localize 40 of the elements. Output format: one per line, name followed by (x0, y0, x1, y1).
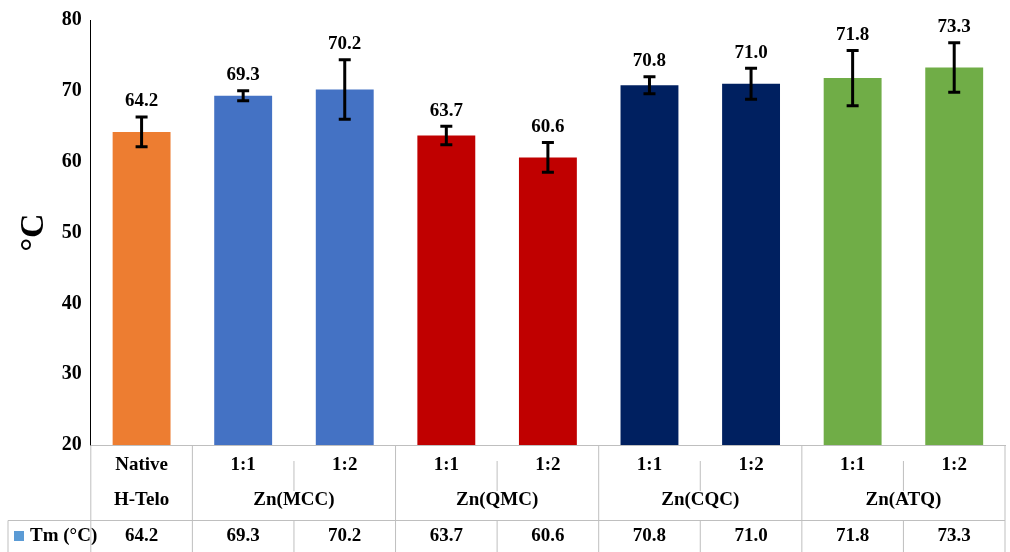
text: Zn(ATQ) (865, 487, 942, 510)
x-tick-label: 1:2 (332, 452, 358, 474)
data-label: 64.2 (124, 523, 159, 545)
x-tick-label: 1:1 (839, 452, 866, 474)
text: 63.7 (429, 98, 463, 120)
y-tick-label: 20 (61, 432, 82, 455)
text: 70.2 (328, 32, 362, 54)
text: 71.8 (836, 22, 870, 44)
text: Zn(MCC) (253, 487, 335, 510)
text: 60.6 (531, 114, 565, 136)
x-tick-label: Native H-Telo (113, 452, 170, 509)
x-tick-label: 1:2 (941, 452, 967, 474)
data-label: 63.7 (429, 523, 464, 545)
y-tick-label: 60 (61, 148, 82, 171)
data-label: 73.3 (937, 523, 971, 545)
data-label: 71.8 (836, 523, 870, 545)
data-label: 69.3 (226, 523, 260, 545)
series-label: Tm (°C) (30, 523, 98, 546)
text: 64.2 (124, 89, 159, 111)
x-tick-label: 1:1 (433, 452, 459, 474)
data-label: 70.8 (632, 523, 667, 545)
data-label: 70.2 (328, 523, 362, 545)
y-tick-label: 30 (61, 361, 82, 384)
y-tick-label: 70 (61, 78, 82, 101)
x-tick-label: 1:1 (636, 452, 663, 474)
x-tick-label: 1:2 (535, 452, 561, 474)
data-label: 60.6 (531, 523, 565, 545)
text: 70.8 (632, 49, 667, 71)
text: 69.3 (226, 63, 260, 85)
x-tick-label: 1:1 (230, 452, 256, 474)
y-axis-title: °C (13, 213, 51, 252)
x-tick-label: 1:2 (738, 452, 764, 474)
text: Zn(CQC) (661, 487, 740, 510)
text: Zn(QMC) (455, 487, 539, 510)
y-tick-label: 50 (61, 219, 82, 242)
y-tick-label: 40 (61, 290, 82, 313)
text: 73.3 (937, 15, 971, 37)
y-tick-label: 80 (61, 7, 82, 30)
text: 71.0 (734, 40, 768, 62)
data-label: 71.0 (734, 523, 768, 545)
